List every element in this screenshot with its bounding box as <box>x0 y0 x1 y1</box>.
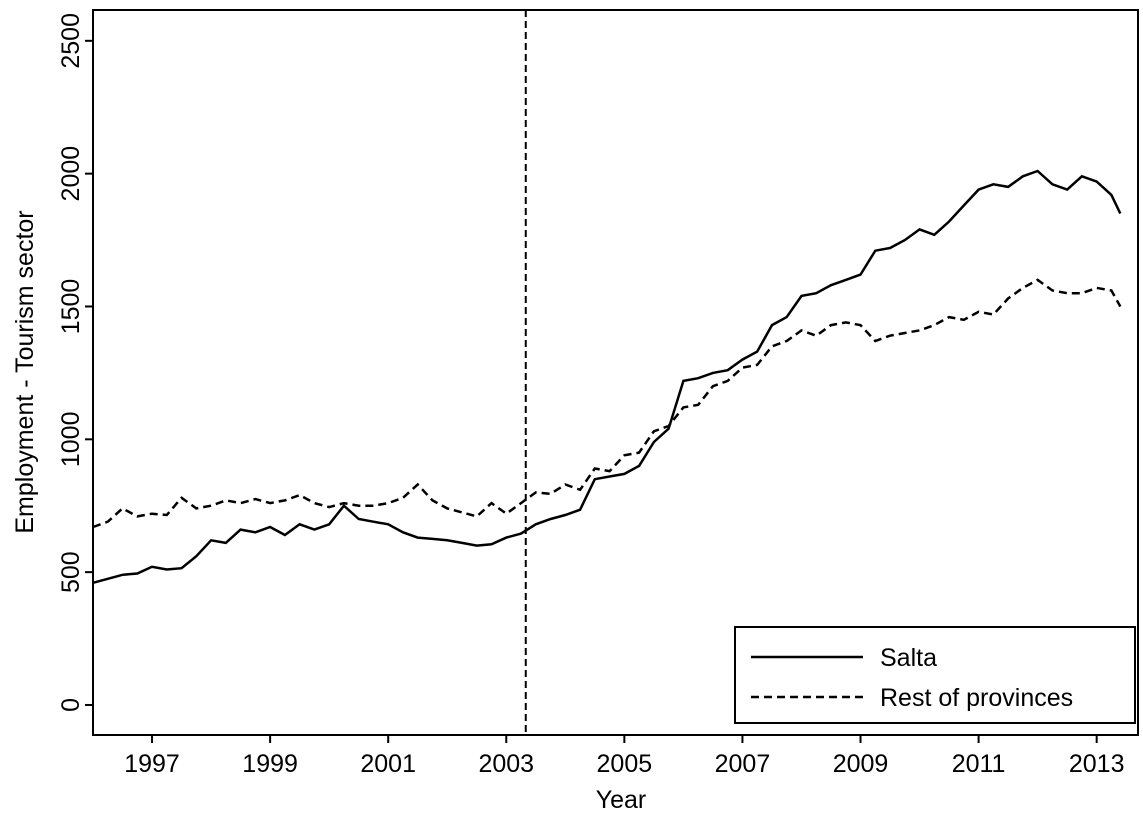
y-tick-label: 500 <box>57 551 85 593</box>
x-tick-label: 2011 <box>952 750 1006 778</box>
legend-label: Rest of provinces <box>880 684 1073 712</box>
y-tick-label: 2000 <box>57 146 85 202</box>
plot-frame <box>92 9 1139 736</box>
y-tick-label: 2500 <box>57 13 85 69</box>
x-tick-label: 1999 <box>242 750 298 778</box>
x-tick-label: 2013 <box>1069 750 1125 778</box>
y-tick-label: 1500 <box>57 279 85 335</box>
x-axis-label: Year <box>596 786 647 814</box>
x-tick-label: 2005 <box>597 750 653 778</box>
x-tick-label: 2009 <box>833 750 889 778</box>
legend-label: Salta <box>880 644 937 672</box>
legend-box <box>734 626 1136 724</box>
x-tick-label: 2001 <box>360 750 416 778</box>
y-tick-label: 0 <box>57 698 85 712</box>
y-tick-label: 1000 <box>57 412 85 468</box>
x-tick-label: 2003 <box>478 750 534 778</box>
data-line <box>92 169 1122 585</box>
y-axis-label: Employment - Tourism sector <box>11 210 39 533</box>
data-line <box>92 278 1122 529</box>
x-tick-label: 1997 <box>124 750 180 778</box>
x-tick-label: 2007 <box>715 750 771 778</box>
